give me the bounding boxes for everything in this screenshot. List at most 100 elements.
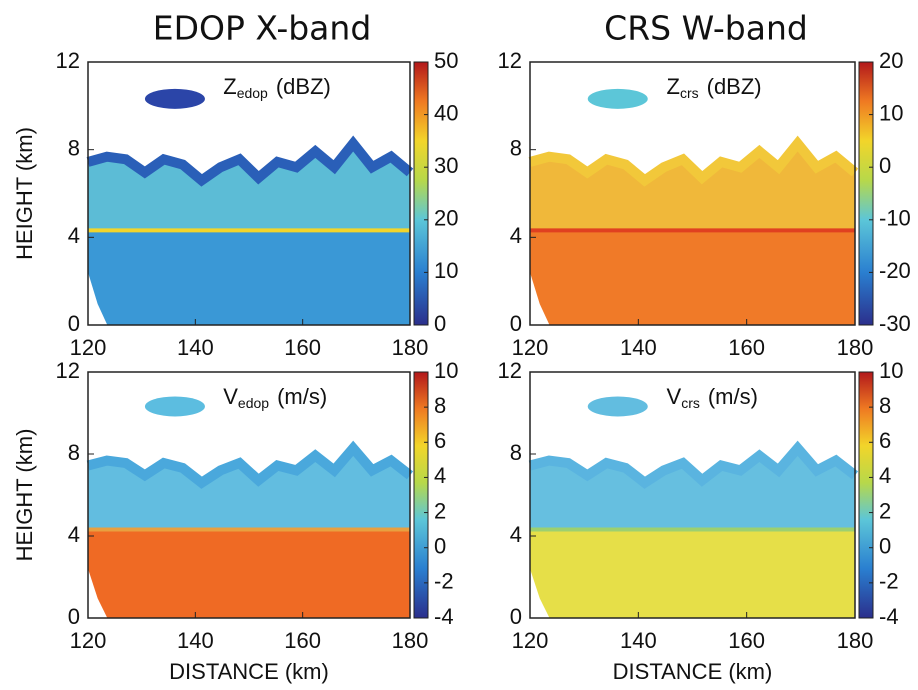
radar-field: [528, 88, 859, 325]
column-title: EDOP X-band: [153, 9, 372, 48]
colorbar-tick-label: 4: [879, 463, 891, 488]
x-tick-label: 160: [728, 628, 765, 653]
title-subscript: crs: [681, 395, 700, 411]
x-tick-label: 140: [177, 628, 214, 653]
colorbar-tick-label: 20: [434, 206, 458, 231]
field-edge: [86, 135, 414, 187]
title-unit: (m/s): [277, 384, 327, 409]
colorbar-tick-label: -10: [879, 206, 911, 231]
colorbar-tick-label: 2: [879, 498, 891, 523]
colorbar-tick-label: 0: [879, 153, 891, 178]
x-tick-label: 160: [284, 335, 321, 360]
x-tick-label: 120: [70, 335, 107, 360]
x-tick-label: 180: [392, 628, 429, 653]
y-tick-label: 8: [510, 440, 522, 465]
colorbar-tick-label: 20: [879, 48, 903, 73]
x-tick-label: 120: [512, 628, 549, 653]
field-edge: [528, 440, 859, 489]
x-tick-label: 180: [837, 335, 874, 360]
title-subscript: edop: [237, 85, 268, 101]
colorbar-tick-label: 10: [879, 358, 903, 383]
x-tick-label: 140: [177, 335, 214, 360]
colorbar-tick-label: -4: [434, 604, 454, 629]
title-symbol: V: [223, 384, 238, 409]
x-tick-label: 140: [620, 628, 657, 653]
y-tick-label: 8: [68, 135, 80, 160]
title-symbol: Z: [223, 74, 236, 99]
title-unit: (dBZ): [276, 74, 331, 99]
colorbar-tick-label: 10: [434, 358, 458, 383]
radar-field: [86, 396, 414, 618]
y-axis-label: HEIGHT (km): [12, 429, 37, 562]
y-tick-label: 4: [510, 223, 522, 248]
colorbar-tick-label: 6: [879, 428, 891, 453]
panel-title: Vcrs (m/s): [667, 384, 758, 411]
radar-field: [528, 396, 859, 618]
panel-title: Zedop (dBZ): [223, 74, 331, 101]
colorbar-tick-label: 30: [434, 153, 458, 178]
panel-title: Zcrs (dBZ): [667, 74, 762, 101]
field-patch: [587, 396, 648, 417]
colorbar-tick-label: 10: [879, 100, 903, 125]
y-tick-label: 4: [68, 522, 80, 547]
y-tick-label: 0: [68, 311, 80, 336]
colorbar: [858, 61, 874, 326]
y-tick-label: 12: [498, 358, 522, 383]
colorbar-tick-label: 8: [434, 393, 446, 418]
x-tick-label: 120: [70, 628, 107, 653]
field-patch: [144, 396, 205, 417]
colorbar-tick-label: 40: [434, 100, 458, 125]
y-tick-label: 0: [510, 604, 522, 629]
x-axis-label: DISTANCE (km): [613, 659, 773, 684]
field-patch: [144, 88, 205, 109]
colorbar-tick-label: 4: [434, 463, 446, 488]
x-tick-label: 140: [620, 335, 657, 360]
field-lower: [88, 230, 410, 325]
colorbar-tick-label: 0: [434, 311, 446, 336]
colorbar-tick-label: -2: [434, 569, 454, 594]
x-tick-label: 160: [728, 335, 765, 360]
colorbar-tick-label: 2: [434, 498, 446, 523]
colorbar: [413, 371, 429, 619]
y-tick-label: 12: [56, 358, 80, 383]
colorbar-tick-label: -20: [879, 258, 911, 283]
colorbar-tick-label: -2: [879, 569, 899, 594]
field-lower: [530, 529, 855, 618]
y-tick-label: 4: [510, 522, 522, 547]
y-tick-label: 0: [510, 311, 522, 336]
title-subscript: edop: [238, 395, 269, 411]
x-axis-label: DISTANCE (km): [169, 659, 329, 684]
title-subscript: crs: [680, 85, 699, 101]
x-tick-label: 180: [392, 335, 429, 360]
y-tick-label: 0: [68, 604, 80, 629]
plot-frame: [87, 371, 411, 619]
plot-frame: [529, 61, 856, 326]
y-tick-label: 12: [56, 48, 80, 73]
column-title: CRS W-band: [604, 9, 808, 48]
field-edge: [528, 135, 859, 187]
field-patch: [587, 88, 648, 109]
title-unit: (dBZ): [707, 74, 762, 99]
colorbar-tick-label: -30: [879, 311, 911, 336]
field-edge: [86, 440, 414, 489]
x-tick-label: 180: [837, 628, 874, 653]
title-symbol: V: [667, 384, 682, 409]
colorbar: [858, 371, 874, 619]
colorbar-tick-label: 50: [434, 48, 458, 73]
colorbar-tick-label: 6: [434, 428, 446, 453]
y-axis-label: HEIGHT (km): [12, 127, 37, 260]
colorbar-tick-label: 0: [879, 534, 891, 559]
colorbar: [413, 61, 429, 326]
radar-field: [86, 88, 414, 325]
plot-frame: [529, 371, 856, 619]
colorbar-tick-label: 0: [434, 534, 446, 559]
y-tick-label: 8: [510, 135, 522, 160]
y-tick-label: 8: [68, 440, 80, 465]
panel-title: Vedop (m/s): [223, 384, 327, 411]
x-tick-label: 120: [512, 335, 549, 360]
colorbar-tick-label: 8: [879, 393, 891, 418]
colorbar-tick-label: -4: [879, 604, 899, 629]
field-lower: [88, 529, 410, 618]
y-tick-label: 12: [498, 48, 522, 73]
